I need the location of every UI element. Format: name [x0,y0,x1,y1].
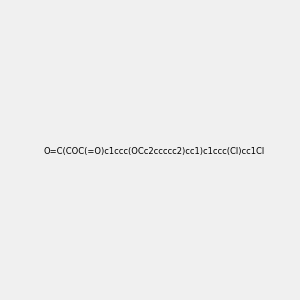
Text: O=C(COC(=O)c1ccc(OCc2ccccc2)cc1)c1ccc(Cl)cc1Cl: O=C(COC(=O)c1ccc(OCc2ccccc2)cc1)c1ccc(Cl… [43,147,264,156]
